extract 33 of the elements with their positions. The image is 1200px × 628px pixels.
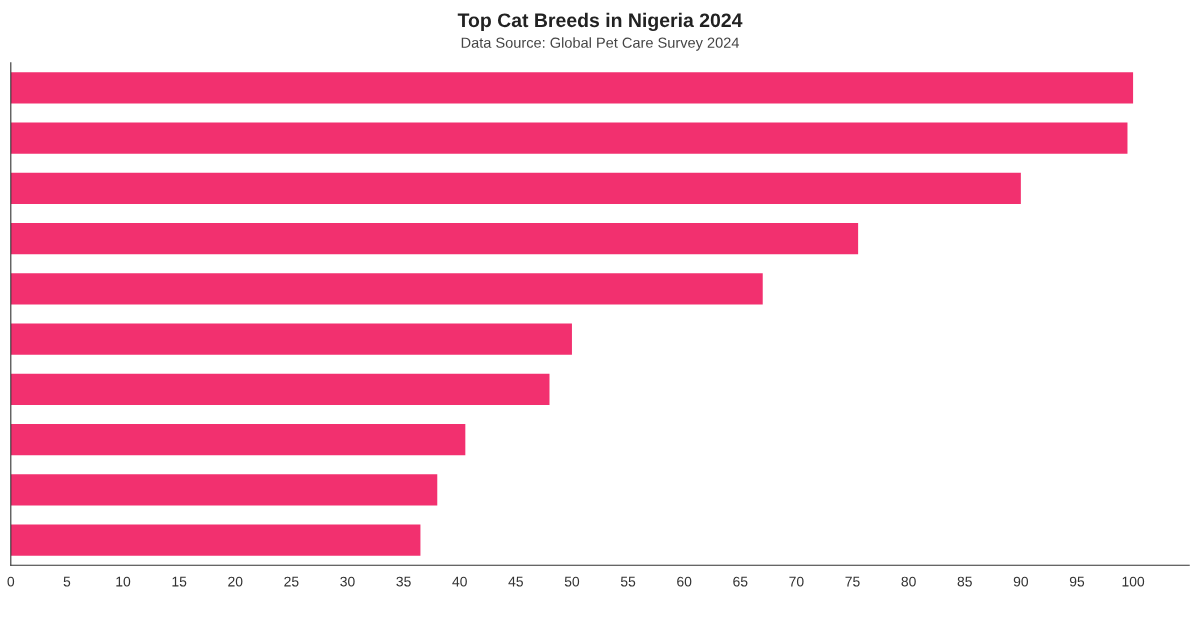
chart-subtitle: Data Source: Global Pet Care Survey 2024 [461, 37, 740, 51]
x-tick-label: 50 [564, 576, 580, 587]
x-tick-label: 80 [901, 576, 916, 587]
x-tick-label: 95 [1069, 576, 1085, 587]
x-tick-label: 90 [1013, 576, 1029, 587]
x-tick-label: 65 [733, 576, 748, 587]
x-tick-label: 40 [452, 576, 467, 587]
x-tick-label: 15 [172, 576, 187, 587]
x-tick-label: 5 [63, 576, 71, 587]
x-tick-label: 0 [7, 576, 15, 587]
x-tick-label: 10 [116, 576, 131, 587]
x-tick-label: 20 [228, 576, 243, 587]
bar [10, 273, 763, 305]
x-tick-label: 100 [1122, 576, 1145, 587]
x-tick-label: 70 [789, 576, 804, 587]
x-tick-label: 75 [845, 576, 860, 587]
x-tick-label: 55 [620, 576, 636, 587]
bar [10, 122, 1128, 154]
x-tick-label: 85 [957, 576, 972, 587]
bar [10, 223, 859, 255]
bar [10, 424, 466, 456]
bar [10, 474, 438, 506]
x-tick-label: 35 [396, 576, 411, 587]
x-tick-label: 60 [677, 576, 692, 587]
x-tick-label: 45 [508, 576, 523, 587]
x-tick-label: 25 [284, 576, 299, 587]
bar [10, 323, 572, 355]
bar [10, 172, 1021, 204]
bar [10, 524, 421, 556]
x-tick-label: 30 [340, 576, 355, 587]
chart-title: Top Cat Breeds in Nigeria 2024 [457, 12, 743, 32]
bar [10, 373, 550, 405]
bar [10, 72, 1134, 104]
